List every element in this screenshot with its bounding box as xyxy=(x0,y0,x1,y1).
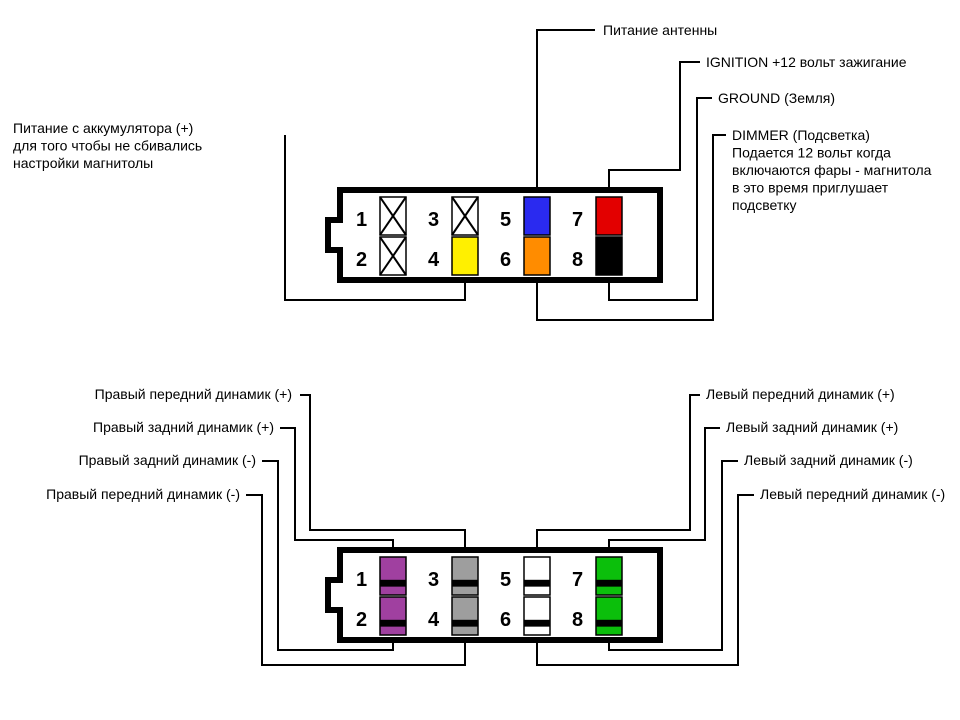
connector-B-pin-3 xyxy=(452,557,478,595)
label-b-pin2: Правый задний динамик (-) xyxy=(79,452,256,468)
connector-B-pin-7 xyxy=(596,557,622,595)
connector-A-pinlabel-1: 1 xyxy=(356,209,367,231)
pin-stripe xyxy=(524,580,550,587)
connector-B-pinlabel-2: 2 xyxy=(356,609,367,631)
label-a-pin8: GROUND (Земля) xyxy=(718,90,835,106)
lead-a-pin7 xyxy=(609,62,700,190)
connector-B-pinlabel-6: 6 xyxy=(500,609,511,631)
connector-A-pinlabel-6: 6 xyxy=(500,249,511,271)
connector-B-pin-8 xyxy=(596,597,622,635)
connector-B-pinlabel-1: 1 xyxy=(356,569,367,591)
connector-A-pinlabel-3: 3 xyxy=(428,209,439,231)
connector-B-pin-4 xyxy=(452,597,478,635)
pin-stripe xyxy=(380,580,406,587)
connector-A-pinlabel-7: 7 xyxy=(572,209,583,231)
connector-A-pinlabel-5: 5 xyxy=(500,209,511,231)
label-b-pin7: Левый задний динамик (+) xyxy=(726,419,898,435)
label-b-pin5: Левый передний динамик (+) xyxy=(706,386,895,402)
label-b-pin3: Правый передний динамик (+) xyxy=(95,386,292,402)
connector-B-pin-6 xyxy=(524,597,550,635)
lead-b-pin3 xyxy=(300,395,465,550)
wiring-diagram: Питание с аккумулятора (+)для того чтобы… xyxy=(0,0,960,720)
pin-stripe xyxy=(596,580,622,587)
connector-B-pinlabel-7: 7 xyxy=(572,569,583,591)
pin-stripe xyxy=(380,620,406,627)
pin-stripe xyxy=(452,620,478,627)
connector-B-pinlabel-3: 3 xyxy=(428,569,439,591)
connector-A-pinlabel-2: 2 xyxy=(356,249,367,271)
connector-B-pin-1 xyxy=(380,557,406,595)
label-a-pin5: Питание антенны xyxy=(603,22,717,38)
label-b-pin4: Правый передний динамик (-) xyxy=(46,486,240,502)
connector-A-pin-8 xyxy=(596,237,622,275)
connector-A-pin-6 xyxy=(524,237,550,275)
label-a-pin6: DIMMER (Подсветка)Подается 12 вольт когд… xyxy=(732,127,932,213)
connector-B-pin-2 xyxy=(380,597,406,635)
connector-A-pin-7 xyxy=(596,197,622,235)
label-a-pin4: Питание с аккумулятора (+)для того чтобы… xyxy=(13,120,202,171)
connector-A-pin-5 xyxy=(524,197,550,235)
connector-B-pin-5 xyxy=(524,557,550,595)
connector-A-pinlabel-4: 4 xyxy=(428,249,440,271)
label-b-pin8: Левый задний динамик (-) xyxy=(744,452,913,468)
label-b-pin6: Левый передний динамик (-) xyxy=(760,486,945,502)
pin-stripe xyxy=(524,620,550,627)
pin-stripe xyxy=(452,580,478,587)
lead-b-pin7 xyxy=(609,428,720,550)
connector-A-pin-4 xyxy=(452,237,478,275)
label-a-pin7: IGNITION +12 вольт зажигание xyxy=(706,54,907,70)
connector-A-pinlabel-8: 8 xyxy=(572,249,583,271)
label-b-pin1: Правый задний динамик (+) xyxy=(93,419,274,435)
lead-b-pin5 xyxy=(537,395,700,550)
pin-stripe xyxy=(596,620,622,627)
connector-B-pinlabel-8: 8 xyxy=(572,609,583,631)
lead-a-pin5 xyxy=(537,30,595,190)
connector-B-pinlabel-5: 5 xyxy=(500,569,511,591)
lead-b-pin1 xyxy=(280,428,393,550)
connector-B-pinlabel-4: 4 xyxy=(428,609,440,631)
